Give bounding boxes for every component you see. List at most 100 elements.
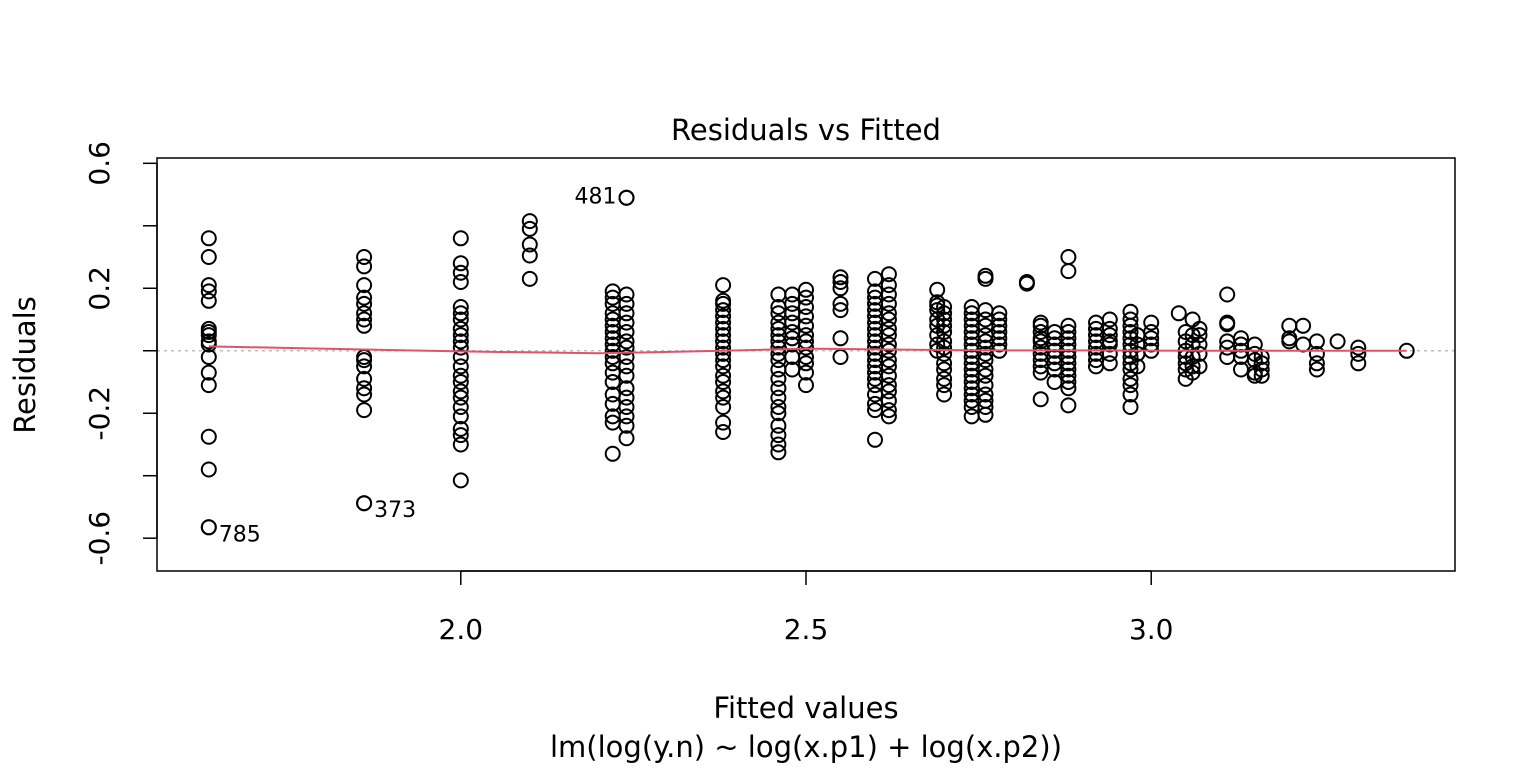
- y-axis-label: Residuals: [8, 296, 42, 434]
- data-point: [880, 383, 897, 400]
- data-point: [977, 406, 994, 423]
- data-point: [521, 270, 538, 287]
- y-tick-label: 0.6: [83, 141, 116, 186]
- y-tick-label: 0.2: [83, 266, 116, 311]
- data-point: [200, 336, 217, 353]
- data-point: [1018, 275, 1035, 292]
- data-point: [880, 295, 897, 312]
- data-point: [1143, 330, 1160, 347]
- data-point: [991, 324, 1008, 340]
- outlier-label: 481: [574, 185, 616, 210]
- data-point: [1122, 370, 1139, 387]
- data-point: [880, 408, 897, 425]
- data-point: [1032, 391, 1049, 408]
- data-point: [1060, 249, 1077, 265]
- data-point: [798, 327, 814, 344]
- data-point: [977, 270, 994, 287]
- data-point: [832, 295, 849, 312]
- data-point: [1060, 361, 1077, 378]
- outlier-label: 785: [219, 522, 261, 547]
- data-point: [1170, 305, 1187, 322]
- data-point: [1101, 336, 1118, 353]
- data-point: [356, 370, 373, 387]
- data-point: [1350, 339, 1367, 356]
- data-point: [880, 358, 897, 375]
- data-point: [356, 311, 373, 328]
- data-point: [452, 230, 469, 247]
- data-point: [880, 342, 897, 359]
- data-point: [770, 370, 787, 387]
- data-point: [929, 281, 946, 298]
- data-point: [880, 311, 897, 328]
- data-point: [452, 255, 469, 272]
- data-point: [618, 367, 635, 384]
- data-point: [880, 377, 897, 394]
- data-point: [977, 399, 994, 415]
- data-point: [1350, 345, 1367, 362]
- data-point: [832, 274, 849, 290]
- x-tick-label: 2.5: [784, 613, 829, 646]
- data-point: [521, 247, 538, 264]
- data-point: [1060, 355, 1077, 372]
- data-point: [521, 213, 538, 230]
- data-point: [200, 277, 217, 294]
- data-point: [1253, 367, 1270, 384]
- data-point: [1060, 367, 1077, 384]
- data-point: [1308, 333, 1325, 350]
- data-point: [715, 339, 732, 356]
- data-point: [618, 349, 635, 365]
- data-point: [715, 327, 732, 344]
- data-point: [356, 277, 373, 294]
- data-point: [977, 361, 994, 378]
- data-point: [770, 436, 787, 453]
- data-point: [1101, 327, 1118, 344]
- data-point: [604, 445, 621, 462]
- chart-title: Residuals vs Fitted: [671, 113, 941, 147]
- outlier-label: 373: [374, 498, 416, 523]
- data-point: [798, 317, 814, 334]
- data-point: [452, 311, 469, 328]
- data-point: [452, 408, 469, 425]
- data-point: [452, 274, 469, 290]
- data-point: [618, 358, 635, 375]
- data-point: [1122, 311, 1139, 328]
- data-point: [798, 377, 814, 394]
- data-point: [715, 424, 732, 440]
- data-point: [200, 349, 217, 365]
- data-point: [991, 311, 1008, 328]
- data-point: [770, 380, 787, 397]
- data-point: [715, 302, 732, 319]
- data-point: [452, 389, 469, 406]
- data-point: [715, 314, 732, 331]
- data-point: [618, 380, 635, 397]
- data-point: [452, 358, 469, 375]
- data-point: [356, 402, 373, 419]
- data-point: [452, 299, 469, 315]
- data-point: [452, 320, 469, 337]
- data-point: [1129, 358, 1146, 375]
- data-point: [880, 327, 897, 344]
- data-point: [1060, 336, 1077, 353]
- data-point: [1219, 316, 1236, 333]
- data-point: [1122, 399, 1139, 415]
- data-point: [618, 324, 635, 340]
- data-point: [1122, 377, 1139, 394]
- data-point: [936, 299, 953, 315]
- data-point: [991, 305, 1008, 322]
- data-point: [770, 399, 787, 415]
- data-point: [1143, 314, 1160, 331]
- data-point: [1060, 374, 1077, 390]
- data-point: [604, 374, 621, 390]
- data-point: [200, 283, 217, 300]
- data-point: [770, 444, 787, 461]
- data-point: [200, 292, 217, 309]
- data-point: [1122, 386, 1139, 403]
- data-point: [452, 333, 469, 350]
- data-point: [618, 389, 635, 406]
- data-point: [715, 389, 732, 406]
- data-point: [452, 383, 469, 400]
- data-point: [200, 327, 217, 344]
- data-point: [618, 314, 635, 331]
- outlier-point: [618, 189, 635, 206]
